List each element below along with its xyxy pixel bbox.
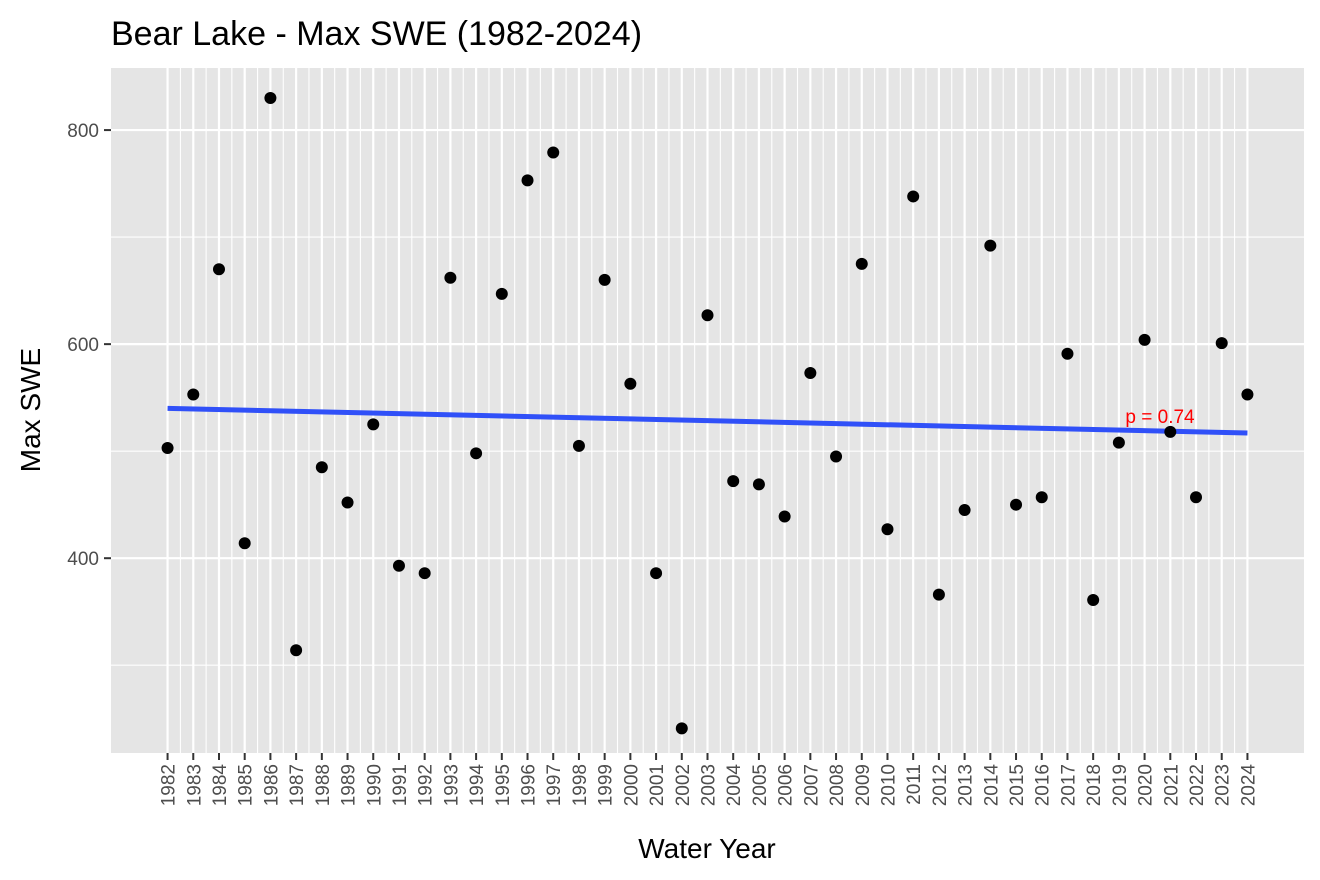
trend-line [167,405,1248,436]
x-tick-label: 2001 [647,764,668,806]
data-point [650,567,663,580]
data-point [1215,337,1228,350]
x-tick-label: 2000 [621,764,642,806]
data-point [341,496,354,509]
data-point [855,257,868,270]
x-tick-label: 1997 [544,764,565,806]
data-point [907,190,920,203]
data-point [598,273,611,286]
x-tick-label: 2009 [853,764,874,806]
data-point [727,475,740,488]
data-point [1010,498,1023,511]
data-point [521,174,534,187]
data-point [932,588,945,601]
x-tick-label: 1996 [519,764,540,806]
data-point [187,388,200,401]
x-tick-label: 1984 [210,764,231,807]
x-tick-label: 2003 [699,764,720,806]
data-point [264,91,277,104]
chart-title: Bear Lake - Max SWE (1982-2024) [111,15,642,53]
data-point [495,287,508,300]
x-tick-label: 2011 [904,764,925,805]
x-tick-label: 1998 [570,764,591,806]
x-tick-label: 1999 [596,764,617,806]
x-tick-label: 2018 [1084,764,1105,806]
data-point [624,377,637,390]
data-point [1241,388,1254,401]
data-point [1061,347,1074,360]
data-point [367,418,380,431]
data-point [830,450,843,463]
y-tick-label: 400 [67,549,99,570]
data-point [958,504,971,517]
x-tick-label: 1995 [493,764,514,806]
data-point [778,510,791,523]
x-tick-label: 2008 [827,764,848,806]
x-tick-label: 1983 [184,764,205,806]
data-point [470,447,483,460]
x-tick-label: 1991 [390,764,411,806]
x-tick-label: 2004 [724,764,745,807]
data-point [984,239,997,252]
x-tick-label: 2020 [1136,764,1157,806]
data-point [161,441,174,454]
p-value-annotation: p = 0.74 [1125,407,1195,428]
x-tick-label: 2005 [750,764,771,806]
x-tick-label: 2002 [673,764,694,806]
data-point [752,478,765,491]
x-tick-label: 1985 [236,764,257,806]
x-tick-label: 2006 [776,764,797,806]
x-tick-label: 2014 [981,764,1002,807]
x-tick-label: 2017 [1058,764,1079,806]
data-point [418,567,431,580]
y-tick-label: 600 [67,335,99,356]
data-point [675,722,688,735]
x-tick-label: 1987 [287,764,308,806]
x-tick-label: 2023 [1213,764,1234,806]
x-tick-label: 1989 [339,764,360,806]
x-tick-label: 2022 [1187,764,1208,806]
y-axis-label: Max SWE [15,348,46,472]
data-point [238,537,251,550]
data-point [1190,491,1203,504]
data-point [290,644,303,657]
y-tick-label: 800 [67,121,99,142]
x-tick-label: 1993 [441,764,462,806]
x-tick-label: 1982 [159,764,180,806]
data-point [572,439,585,452]
x-tick-label: 1994 [467,764,488,807]
data-point [701,309,714,322]
x-tick-label: 1986 [261,764,282,806]
data-point [1138,333,1151,346]
grid-major [111,68,1304,753]
x-tick-label: 1990 [364,764,385,806]
data-point [804,367,817,380]
data-point [392,559,405,572]
x-tick-label: 2016 [1033,764,1054,806]
x-tick-label: 2010 [878,764,899,806]
x-axis-label: Water Year [638,833,775,864]
data-point [881,523,894,536]
data-point [547,146,560,159]
data-point [1164,425,1177,438]
x-tick-label: 1992 [416,764,437,806]
y-axis: 400 600 800 [67,121,111,570]
data-point [212,263,225,276]
data-point [315,461,328,474]
data-point [1035,491,1048,504]
x-tick-label: 2012 [930,764,951,806]
x-tick-label: 2021 [1161,764,1182,806]
x-tick-label: 1988 [313,764,334,806]
data-point [1112,436,1125,449]
x-tick-label: 2007 [801,764,822,806]
data-point [1087,593,1100,606]
x-axis: 1982 1983 1984 1985 1986 1987 1988 1989 1990 1991… [159,753,1259,807]
x-tick-label: 2013 [956,764,977,806]
x-tick-label: 2019 [1110,764,1131,806]
data-point [444,271,457,284]
x-tick-label: 2024 [1238,764,1259,807]
data-points [161,91,1254,735]
x-tick-label: 2015 [1007,764,1028,806]
